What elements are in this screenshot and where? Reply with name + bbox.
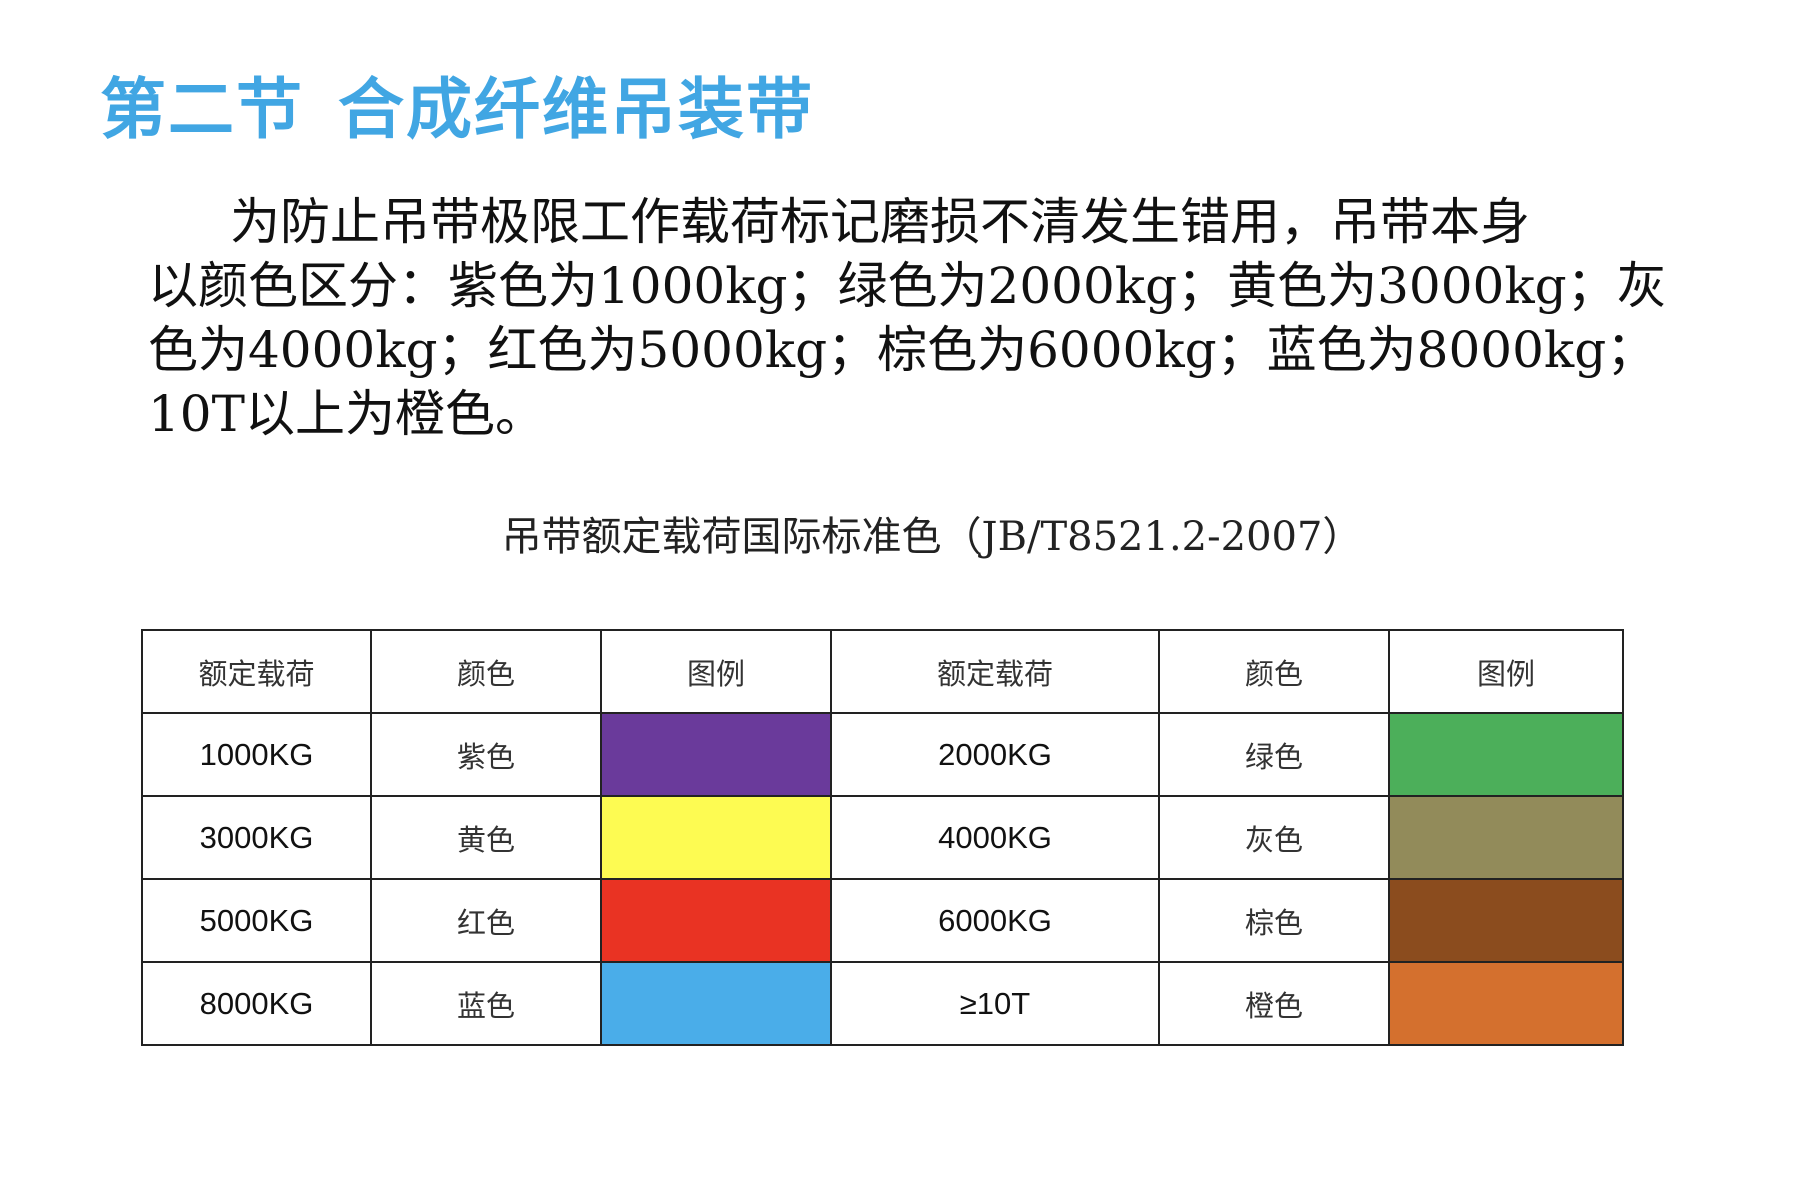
load-color-table: 额定载荷 颜色 图例 额定载荷 颜色 图例 1000KG 紫色 2000KG 绿色 30… [141,629,1624,1046]
legend-cell [600,961,832,1046]
color-swatch [602,797,830,878]
color-swatch [1390,714,1622,795]
rated-load-cell: 4000KG [830,795,1160,880]
table-caption: 吊带额定载荷国际标准色（JB/T8521.2-2007） [501,514,1363,560]
legend-cell [1388,878,1624,963]
intro-paragraph: 为防止吊带极限工作载荷标记磨损不清发生错用，吊带本身 以颜色区分：紫色为1000… [148,190,1668,446]
page-title: 第二节 合成纤维吊装带 [100,56,814,152]
color-swatch [602,714,830,795]
color-name-cell: 橙色 [1158,961,1390,1046]
rated-load-cell: ≥10T [830,961,1160,1046]
color-name-cell: 棕色 [1158,878,1390,963]
legend-cell [600,878,832,963]
table-row: 1000KG 紫色 2000KG 绿色 [141,712,1624,797]
color-name-cell: 紫色 [370,712,602,797]
paragraph-line: 10T以上为橙色。 [148,385,545,443]
legend-cell [600,712,832,797]
color-swatch [1390,963,1622,1044]
color-swatch [602,880,830,961]
color-name-cell: 红色 [370,878,602,963]
rated-load-cell: 8000KG [141,961,372,1046]
rated-load-cell: 1000KG [141,712,372,797]
header-rated-load: 额定载荷 [830,629,1160,714]
legend-cell [1388,795,1624,880]
table-row: 8000KG 蓝色 ≥10T 橙色 [141,961,1624,1046]
color-name-cell: 灰色 [1158,795,1390,880]
color-swatch [1390,880,1622,961]
legend-cell [1388,961,1624,1046]
section-title: 合成纤维吊装带 [338,71,814,148]
header-color: 颜色 [370,629,602,714]
header-rated-load: 额定载荷 [141,629,372,714]
table-header-row: 额定载荷 颜色 图例 额定载荷 颜色 图例 [141,629,1624,714]
rated-load-cell: 5000KG [141,878,372,963]
rated-load-cell: 2000KG [830,712,1160,797]
color-name-cell: 蓝色 [370,961,602,1046]
paragraph-line: 色为4000kg；红色为5000kg；棕色为6000kg；蓝色为8000kg； [148,321,1657,379]
color-name-cell: 绿色 [1158,712,1390,797]
color-swatch [602,963,830,1044]
color-name-cell: 黄色 [370,795,602,880]
color-swatch [1390,797,1622,878]
table-row: 3000KG 黄色 4000KG 灰色 [141,795,1624,880]
rated-load-cell: 3000KG [141,795,372,880]
header-color: 颜色 [1158,629,1390,714]
table-row: 5000KG 红色 6000KG 棕色 [141,878,1624,963]
paragraph-line: 为防止吊带极限工作载荷标记磨损不清发生错用，吊带本身 [230,193,1530,251]
section-number: 第二节 [100,71,304,148]
legend-cell [600,795,832,880]
legend-cell [1388,712,1624,797]
header-legend: 图例 [600,629,832,714]
header-legend: 图例 [1388,629,1624,714]
paragraph-line: 以颜色区分：紫色为1000kg；绿色为2000kg；黄色为3000kg；灰 [148,257,1667,315]
rated-load-cell: 6000KG [830,878,1160,963]
